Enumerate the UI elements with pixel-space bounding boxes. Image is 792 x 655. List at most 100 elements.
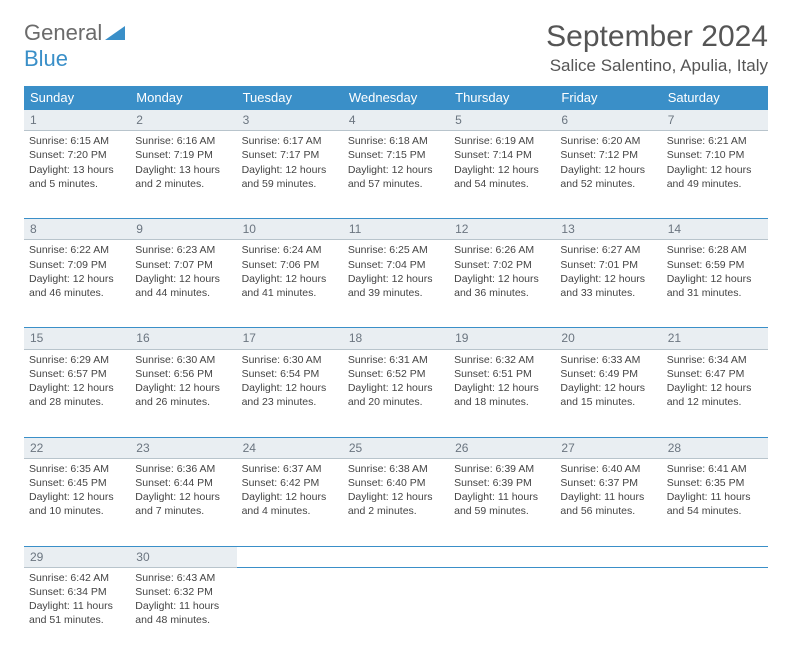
day-cell-line: Sunset: 6:52 PM	[348, 367, 444, 381]
day-cell-line: Daylight: 12 hours	[667, 272, 763, 286]
day-cell-line: Sunrise: 6:31 AM	[348, 353, 444, 367]
day-cell-line: Sunrise: 6:15 AM	[29, 134, 125, 148]
day-cell-line: Sunrise: 6:36 AM	[135, 462, 231, 476]
day-cell: Sunrise: 6:40 AMSunset: 6:37 PMDaylight:…	[555, 458, 661, 546]
day-cell: Sunrise: 6:22 AMSunset: 7:09 PMDaylight:…	[24, 240, 130, 328]
day-number-row: 2930	[24, 546, 768, 567]
day-number-row: 891011121314	[24, 219, 768, 240]
day-cell-line: Daylight: 12 hours	[135, 490, 231, 504]
day-content-row: Sunrise: 6:35 AMSunset: 6:45 PM Daylight:…	[24, 458, 768, 546]
day-number: 19	[449, 328, 555, 349]
day-cell-line: Sunset: 6:40 PM	[348, 476, 444, 490]
day-cell-line: Sunrise: 6:41 AM	[667, 462, 763, 476]
day-cell: Sunrise: 6:25 AMSunset: 7:04 PMDaylight:…	[343, 240, 449, 328]
day-cell-line: Daylight: 11 hours	[667, 490, 763, 504]
logo: General Blue	[24, 20, 125, 72]
day-cell-line: and 20 minutes.	[348, 395, 444, 409]
day-cell-line: Sunset: 7:14 PM	[454, 148, 550, 162]
day-cell: Sunrise: 6:17 AMSunset: 7:17 PMDaylight:…	[237, 131, 343, 219]
logo-text-blue: Blue	[24, 46, 68, 71]
day-cell-line: Sunset: 7:02 PM	[454, 258, 550, 272]
day-cell	[237, 567, 343, 655]
day-cell-line: and 10 minutes.	[29, 504, 125, 518]
day-number	[237, 546, 343, 567]
day-number: 12	[449, 219, 555, 240]
day-cell-line: and 54 minutes.	[454, 177, 550, 191]
day-cell-line: Daylight: 11 hours	[560, 490, 656, 504]
day-number: 3	[237, 110, 343, 131]
day-cell: Sunrise: 6:23 AMSunset: 7:07 PMDaylight:…	[130, 240, 236, 328]
day-cell-line: Sunset: 7:09 PM	[29, 258, 125, 272]
day-number: 10	[237, 219, 343, 240]
day-cell: Sunrise: 6:21 AMSunset: 7:10 PMDaylight:…	[662, 131, 768, 219]
day-cell-line: and 44 minutes.	[135, 286, 231, 300]
day-cell-line: Sunrise: 6:26 AM	[454, 243, 550, 257]
weekday-header: Saturday	[662, 86, 768, 110]
day-cell-line: Sunset: 7:20 PM	[29, 148, 125, 162]
day-cell-line: Daylight: 11 hours	[29, 599, 125, 613]
day-cell: Sunrise: 6:42 AMSunset: 6:34 PMDaylight:…	[24, 567, 130, 655]
day-cell-line: Sunset: 6:42 PM	[242, 476, 338, 490]
day-cell-line: Daylight: 12 hours	[454, 381, 550, 395]
day-number	[449, 546, 555, 567]
day-cell-line: Sunrise: 6:38 AM	[348, 462, 444, 476]
day-number: 26	[449, 437, 555, 458]
weekday-header: Wednesday	[343, 86, 449, 110]
day-cell-line: Sunrise: 6:30 AM	[135, 353, 231, 367]
day-cell-line: and 33 minutes.	[560, 286, 656, 300]
day-cell-line: and 2 minutes.	[135, 177, 231, 191]
day-number: 23	[130, 437, 236, 458]
day-number	[662, 546, 768, 567]
day-number: 24	[237, 437, 343, 458]
day-cell-line: Sunset: 6:56 PM	[135, 367, 231, 381]
day-cell: Sunrise: 6:31 AMSunset: 6:52 PMDaylight:…	[343, 349, 449, 437]
day-number: 15	[24, 328, 130, 349]
day-cell-line: and 36 minutes.	[454, 286, 550, 300]
day-cell-line: and 52 minutes.	[560, 177, 656, 191]
day-cell-line: Daylight: 12 hours	[560, 272, 656, 286]
day-cell-line: Daylight: 12 hours	[135, 381, 231, 395]
day-cell: Sunrise: 6:30 AMSunset: 6:56 PMDaylight:…	[130, 349, 236, 437]
day-cell-line: Sunrise: 6:33 AM	[560, 353, 656, 367]
day-number: 20	[555, 328, 661, 349]
day-cell-line: Sunset: 6:39 PM	[454, 476, 550, 490]
day-cell: Sunrise: 6:41 AMSunset: 6:35 PMDaylight:…	[662, 458, 768, 546]
day-cell-line: Sunrise: 6:21 AM	[667, 134, 763, 148]
day-cell-line: and 49 minutes.	[667, 177, 763, 191]
page-title: September 2024	[546, 20, 768, 54]
day-cell-line: Sunrise: 6:20 AM	[560, 134, 656, 148]
day-number: 16	[130, 328, 236, 349]
day-cell-line: Sunset: 7:19 PM	[135, 148, 231, 162]
weekday-header: Friday	[555, 86, 661, 110]
day-cell-line: Daylight: 12 hours	[348, 490, 444, 504]
day-cell-line: Sunset: 6:35 PM	[667, 476, 763, 490]
day-number: 30	[130, 546, 236, 567]
day-number: 7	[662, 110, 768, 131]
day-cell: Sunrise: 6:37 AMSunset: 6:42 PMDaylight:…	[237, 458, 343, 546]
day-cell-line: Sunrise: 6:17 AM	[242, 134, 338, 148]
day-cell-line: Sunrise: 6:39 AM	[454, 462, 550, 476]
day-number: 13	[555, 219, 661, 240]
day-cell-line: Sunset: 6:54 PM	[242, 367, 338, 381]
logo-text-general: General	[24, 20, 102, 45]
day-cell-line: Sunrise: 6:18 AM	[348, 134, 444, 148]
day-cell-line: Sunset: 6:45 PM	[29, 476, 125, 490]
day-cell-line: Sunrise: 6:37 AM	[242, 462, 338, 476]
day-number-row: 22232425262728	[24, 437, 768, 458]
day-cell: Sunrise: 6:39 AMSunset: 6:39 PMDaylight:…	[449, 458, 555, 546]
day-cell	[449, 567, 555, 655]
day-cell-line: and 12 minutes.	[667, 395, 763, 409]
day-cell-line: and 39 minutes.	[348, 286, 444, 300]
day-number: 17	[237, 328, 343, 349]
day-cell: Sunrise: 6:20 AMSunset: 7:12 PMDaylight:…	[555, 131, 661, 219]
day-cell-line: and 2 minutes.	[348, 504, 444, 518]
day-cell-line: Sunrise: 6:35 AM	[29, 462, 125, 476]
weekday-header-row: Sunday Monday Tuesday Wednesday Thursday…	[24, 86, 768, 110]
day-cell-line: and 18 minutes.	[454, 395, 550, 409]
day-cell-line: Daylight: 12 hours	[348, 272, 444, 286]
day-number: 8	[24, 219, 130, 240]
day-cell-line: Sunrise: 6:23 AM	[135, 243, 231, 257]
day-cell-line: Sunrise: 6:22 AM	[29, 243, 125, 257]
day-number: 14	[662, 219, 768, 240]
day-cell: Sunrise: 6:29 AMSunset: 6:57 PMDaylight:…	[24, 349, 130, 437]
